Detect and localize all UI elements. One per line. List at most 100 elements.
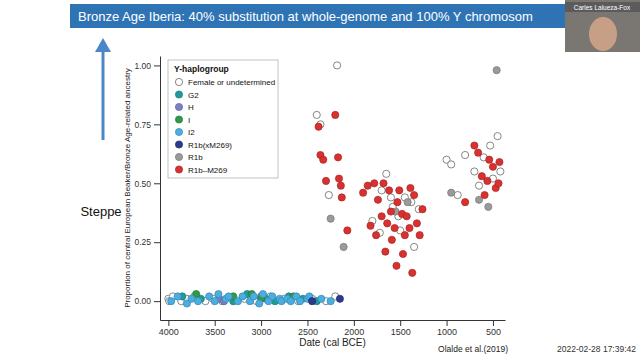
point <box>448 161 455 168</box>
point <box>168 298 175 305</box>
legend-marker <box>175 116 182 123</box>
tick-mark <box>154 183 160 184</box>
point <box>318 295 325 302</box>
tick-mark <box>493 320 494 326</box>
webcam-label-bg <box>565 2 640 12</box>
tick-label: 2000 <box>344 327 364 337</box>
point <box>396 187 403 194</box>
tick-mark <box>354 320 355 326</box>
point <box>413 220 420 227</box>
legend-marker <box>175 128 182 135</box>
tick-label: 2500 <box>298 327 318 337</box>
point <box>489 163 496 170</box>
legend-label: R1b <box>188 153 203 162</box>
point <box>225 293 232 300</box>
title-banner <box>70 4 575 28</box>
x-axis-title: Date (cal BCE) <box>299 337 366 348</box>
steppe-arrowhead <box>95 38 111 52</box>
point <box>385 187 392 194</box>
point <box>399 250 406 257</box>
point <box>407 184 414 191</box>
point <box>403 213 410 220</box>
point <box>336 295 343 302</box>
tick: 1000 <box>437 320 457 337</box>
y-axis: 0.000.250.500.751.00 <box>134 57 160 321</box>
point <box>475 182 482 189</box>
point <box>194 298 201 305</box>
series <box>168 290 335 307</box>
point <box>494 133 501 140</box>
source: Olalde et al.(2019) <box>438 344 508 354</box>
point <box>378 187 385 194</box>
point <box>372 232 379 239</box>
steppe-arrow <box>102 50 105 140</box>
point <box>308 298 315 305</box>
tick: 3000 <box>252 320 272 337</box>
legend-label: Female or undetermined <box>188 78 275 87</box>
point <box>484 177 491 184</box>
point <box>367 222 374 229</box>
speaker-name: Carles Lalueza-Fox <box>574 4 631 11</box>
point <box>388 236 395 243</box>
point <box>411 191 418 198</box>
annotation: Steppe <box>80 204 121 219</box>
point <box>394 199 401 206</box>
tick-label: 3500 <box>205 327 225 337</box>
webcam-person <box>589 17 617 51</box>
point <box>454 191 461 198</box>
point <box>495 180 502 187</box>
point <box>250 293 257 300</box>
point <box>471 168 478 175</box>
point <box>360 189 367 196</box>
tick-mark <box>261 320 262 326</box>
tick: 0.00 <box>134 296 160 306</box>
legend-label: R1b(xM269) <box>188 141 232 150</box>
tick-label: 500 <box>486 327 501 337</box>
point <box>327 215 334 222</box>
point <box>334 62 341 69</box>
point <box>313 111 320 118</box>
point <box>406 224 413 231</box>
point <box>409 269 416 276</box>
tick-label: 3000 <box>252 327 272 337</box>
legend-marker <box>175 103 182 110</box>
point <box>471 142 478 149</box>
point <box>215 290 222 297</box>
point <box>481 191 488 198</box>
point <box>387 208 394 215</box>
legend: Y-haplogroupFemale or undeterminedG2HII2… <box>168 60 278 178</box>
timestamp: 2022-02-28 17:39:42 <box>557 344 636 354</box>
tick-label: 0.25 <box>134 237 151 247</box>
point <box>188 295 195 302</box>
series <box>327 67 500 251</box>
point <box>327 298 334 305</box>
tick-label: 1000 <box>437 327 457 337</box>
webcam: Carles Lalueza-Fox <box>565 0 640 52</box>
tick-mark <box>215 320 216 326</box>
tick-mark <box>154 242 160 243</box>
tick-label: 1.00 <box>134 61 151 71</box>
point <box>497 168 504 175</box>
point <box>364 182 371 189</box>
point <box>340 243 347 250</box>
point <box>496 158 503 165</box>
point <box>269 293 276 300</box>
legend-label: R1b–M269 <box>188 166 228 175</box>
y-axis-title: Proportion of central European Beaker/Br… <box>123 68 132 308</box>
legend-label: G2 <box>188 91 199 100</box>
point <box>382 248 389 255</box>
tick-mark <box>154 301 160 302</box>
tick-label: 0.50 <box>134 179 151 189</box>
point <box>325 191 332 198</box>
tick: 2000 <box>344 320 364 337</box>
point <box>320 156 327 163</box>
title: Bronze Age Iberia: 40% substitution at w… <box>78 9 533 24</box>
point <box>475 149 482 156</box>
tick-mark <box>168 320 169 326</box>
point <box>374 196 381 203</box>
point <box>384 220 391 227</box>
tick-mark <box>154 124 160 125</box>
legend-marker <box>175 141 182 148</box>
point <box>487 142 494 149</box>
legend-label: H <box>188 103 194 112</box>
